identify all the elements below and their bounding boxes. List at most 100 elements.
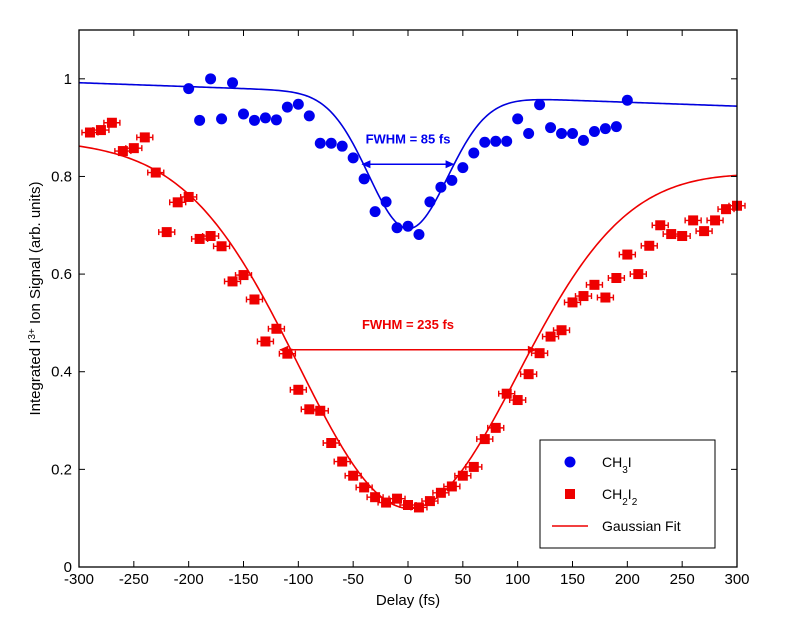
point-ch3i-32 (534, 99, 546, 111)
marker-square (490, 422, 501, 433)
y-tick-label: 0.2 (51, 461, 72, 478)
point-ch2i2-46 (585, 279, 604, 290)
point-ch3i-29 (501, 135, 513, 147)
marker-square (183, 191, 194, 202)
marker-square (304, 404, 315, 415)
x-tick-label: 300 (724, 571, 749, 588)
point-ch3i-3 (216, 113, 228, 125)
marker-square (205, 231, 216, 242)
marker-square (666, 229, 677, 240)
point-ch3i-6 (248, 114, 260, 126)
marker-square (227, 276, 238, 287)
marker-square (282, 348, 293, 359)
point-ch2i2-51 (640, 240, 658, 251)
fwhm-annotation-1: FWHM = 235 fs (279, 317, 537, 354)
marker-square (644, 240, 655, 251)
point-ch3i-38 (599, 123, 611, 135)
point-ch2i2-25 (355, 482, 373, 493)
annotations: FWHM = 85 fs FWHM = 235 fs (279, 131, 537, 354)
marker-square (688, 215, 699, 226)
point-ch3i-12 (314, 137, 326, 149)
data-points (81, 73, 746, 513)
marker-square (721, 204, 732, 215)
marker-square (600, 292, 611, 303)
marker-square (534, 348, 545, 359)
point-ch2i2-45 (574, 291, 593, 302)
point-ch2i2-2 (103, 117, 121, 128)
legend-label: CH3I (602, 454, 632, 476)
marker-square (337, 456, 348, 467)
marker-square (578, 291, 589, 302)
legend-marker-square (565, 489, 575, 499)
point-ch3i-22 (424, 196, 436, 208)
marker-square (479, 434, 490, 445)
marker-square (655, 220, 666, 231)
point-ch3i-7 (259, 112, 271, 124)
marker-square (249, 294, 260, 305)
point-ch3i-34 (556, 127, 568, 139)
marker-square (512, 395, 523, 406)
fwhm-annotation-0: FWHM = 85 fs (361, 131, 455, 169)
marker-square (139, 132, 150, 143)
point-ch3i-1 (194, 114, 206, 126)
point-ch3i-11 (303, 110, 315, 122)
point-ch3i-0 (183, 83, 195, 95)
x-tick-label: -300 (64, 571, 94, 588)
x-tick-label: 0 (404, 571, 412, 588)
point-ch3i-37 (588, 126, 600, 138)
marker-square (238, 270, 249, 281)
point-ch2i2-16 (256, 336, 275, 347)
point-ch2i2-14 (234, 270, 253, 281)
point-ch2i2-23 (333, 456, 351, 467)
point-ch2i2-7 (158, 227, 176, 238)
legend-label: Gaussian Fit (602, 518, 681, 534)
point-ch3i-14 (336, 140, 348, 152)
marker-square (589, 279, 600, 290)
marker-square (106, 117, 117, 128)
y-tick-label: 0 (64, 559, 72, 576)
marker-square (523, 369, 534, 380)
y-tick-label: 1 (64, 71, 72, 88)
point-ch2i2-22 (322, 438, 340, 449)
marker-square (359, 482, 370, 493)
point-ch3i-25 (457, 162, 469, 174)
point-ch2i2-31 (421, 496, 439, 507)
point-ch3i-21 (413, 229, 425, 241)
marker-square (194, 233, 205, 244)
point-ch2i2-54 (673, 231, 691, 242)
point-ch2i2-21 (311, 405, 329, 416)
legend-item-1: CH2I2 (565, 486, 638, 508)
point-ch3i-5 (238, 108, 249, 120)
point-ch2i2-1 (92, 125, 110, 136)
legend: CH3I CH2I2 Gaussian Fit (539, 439, 716, 549)
point-ch3i-35 (567, 127, 578, 139)
point-ch2i2-49 (618, 249, 637, 260)
marker-square (622, 249, 633, 260)
point-ch2i2-55 (684, 215, 702, 226)
marker-square (260, 336, 271, 347)
marker-square (370, 492, 381, 503)
marker-square (348, 470, 359, 481)
point-ch2i2-18 (278, 348, 297, 359)
point-ch3i-31 (523, 127, 535, 139)
marker-square (403, 500, 413, 511)
point-ch2i2-4 (125, 143, 143, 154)
point-ch3i-17 (369, 206, 381, 218)
axes: -300 -250 -200 -150 -100 -50 0 50 100 150 200 250 30… (27, 29, 750, 609)
fwhm-arrowhead-left (279, 345, 289, 354)
point-ch2i2-56 (695, 226, 713, 237)
point-ch3i-26 (468, 147, 480, 159)
x-tick-label: 50 (454, 571, 471, 588)
point-ch3i-4 (227, 77, 239, 89)
point-ch3i-24 (446, 174, 458, 186)
point-ch2i2-57 (706, 215, 724, 226)
legend-marker-circle (564, 456, 576, 468)
marker-square (315, 405, 326, 416)
point-ch2i2-35 (465, 461, 483, 472)
point-ch2i2-24 (344, 470, 362, 481)
x-tick-label: -250 (119, 571, 149, 588)
point-ch2i2-33 (443, 481, 461, 492)
point-ch3i-15 (347, 152, 359, 164)
point-ch2i2-38 (498, 388, 516, 399)
fwhm-arrowhead-right (527, 345, 537, 354)
